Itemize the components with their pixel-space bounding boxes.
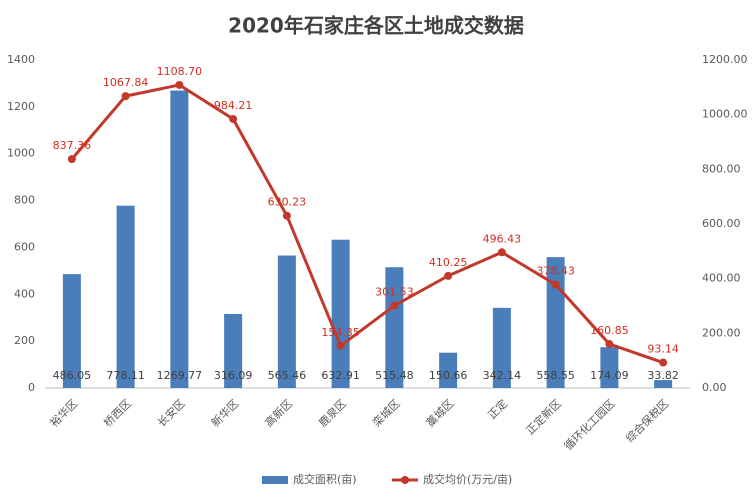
x-tick-label: 循环化工园区 (561, 396, 618, 453)
x-tick-label: 桥西区 (101, 397, 134, 430)
line-point (497, 248, 506, 257)
y2-tick-label: 800.00 (702, 162, 741, 175)
bar-value-label: 632.91 (321, 369, 360, 382)
line-value-label: 837.36 (53, 139, 92, 152)
x-tick-label: 正定 (485, 396, 510, 421)
x-tick-label: 栾城区 (369, 396, 402, 429)
x-tick-label: 裕华区 (47, 396, 80, 429)
bar-value-label: 1269.77 (157, 369, 203, 382)
bar (600, 347, 619, 388)
line-value-label: 984.21 (214, 99, 253, 112)
bar-value-label: 33.82 (647, 369, 679, 382)
line-point (336, 341, 345, 350)
line-point (121, 92, 130, 101)
line-point (229, 114, 238, 123)
line (70, 83, 664, 364)
bar (385, 267, 404, 388)
line-value-label: 1067.84 (103, 76, 149, 89)
line-point (282, 211, 291, 220)
line-point (551, 280, 560, 289)
line-point (659, 358, 668, 367)
line-value-label: 301.53 (375, 286, 414, 299)
legend-swatch (401, 476, 409, 484)
y-tick-label: 1000 (7, 147, 35, 160)
x-tick-label: 正定新区 (523, 396, 564, 437)
x-tick-label: 综合保税区 (623, 396, 672, 445)
bar (170, 90, 189, 388)
line-point (175, 80, 184, 89)
y-tick-label: 600 (14, 240, 35, 253)
line-value-label: 630.23 (268, 196, 307, 209)
y-tick-label: 400 (14, 287, 35, 300)
legend-label: 成交面积(亩) (293, 472, 357, 486)
line-value-label: 154.35 (321, 326, 360, 339)
y-tick-label: 200 (14, 334, 35, 347)
y2-tick-label: 1200.00 (702, 53, 748, 66)
bar-value-label: 342.14 (483, 369, 522, 382)
line-value-label: 160.85 (590, 324, 629, 337)
y2-tick-label: 200.00 (702, 326, 741, 339)
bar-value-label: 565.46 (268, 369, 307, 382)
y2-tick-label: 600.00 (702, 217, 741, 230)
x-tick-label: 新华区 (208, 396, 241, 429)
bar-value-label: 558.55 (536, 369, 575, 382)
bar (654, 380, 673, 388)
legend-label: 成交均价(万元/亩) (423, 472, 512, 486)
line-point (444, 271, 453, 280)
y2-tick-label: 1000.00 (702, 108, 748, 121)
x-tick-label: 藁城区 (424, 397, 457, 430)
bar (62, 274, 81, 388)
y-tick-label: 1200 (7, 100, 35, 113)
bar-value-label: 174.09 (590, 369, 629, 382)
bar-value-label: 316.09 (214, 369, 253, 382)
line-value-label: 496.43 (483, 232, 522, 245)
bar-value-label: 515.48 (375, 369, 414, 382)
line-value-label: 378.43 (536, 265, 575, 278)
bar (277, 255, 296, 388)
bar-value-label: 486.05 (53, 369, 92, 382)
bar (439, 352, 458, 388)
bar-value-label: 778.11 (106, 369, 145, 382)
bar (492, 307, 511, 388)
x-tick-label: 长安区 (154, 396, 187, 429)
bar-value-label: 150.66 (429, 369, 468, 382)
chart-title: 2020年石家庄各区土地成交数据 (228, 14, 524, 38)
x-tick-label: 鹿泉区 (316, 396, 349, 429)
line-point (67, 155, 76, 164)
x-tick-label: 高新区 (262, 396, 295, 429)
line-value-label: 1108.70 (157, 65, 203, 78)
bar (224, 313, 243, 388)
legend-swatch (262, 476, 288, 484)
bar (331, 239, 350, 388)
y-tick-label: 0 (28, 381, 35, 394)
y2-tick-label: 400.00 (702, 272, 741, 285)
y2-tick-label: 0.00 (702, 381, 727, 394)
bar (116, 205, 135, 388)
y-tick-label: 800 (14, 194, 35, 207)
line-value-label: 93.14 (647, 343, 679, 356)
line-value-label: 410.25 (429, 256, 468, 269)
line-point (605, 340, 614, 349)
line-point (390, 301, 399, 310)
y-tick-label: 1400 (7, 53, 35, 66)
